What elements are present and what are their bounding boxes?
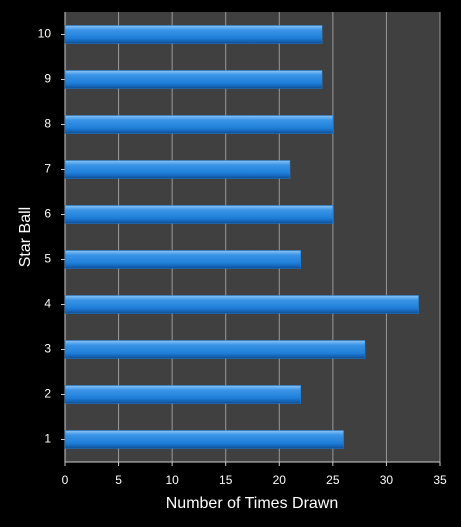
x-tick-label: 5 xyxy=(115,473,122,487)
bar xyxy=(64,205,334,224)
bar xyxy=(64,295,419,314)
x-tick-label: 30 xyxy=(380,473,394,487)
y-tick-label: 8 xyxy=(44,117,51,131)
y-tick-label: 10 xyxy=(38,27,52,41)
x-tick-label: 15 xyxy=(219,473,233,487)
y-tick-label: 7 xyxy=(44,162,51,176)
y-tick-label: 3 xyxy=(44,342,51,356)
bar xyxy=(64,430,344,449)
bar xyxy=(64,160,291,179)
bar xyxy=(64,340,366,359)
bar xyxy=(64,115,334,134)
x-tick-label: 35 xyxy=(433,473,447,487)
y-tick-label: 2 xyxy=(44,387,51,401)
bar xyxy=(64,250,301,269)
bar xyxy=(64,25,323,44)
bar xyxy=(64,70,323,89)
y-axis-title: Star Ball xyxy=(17,207,34,267)
x-tick-label: 0 xyxy=(62,473,69,487)
y-tick-label: 1 xyxy=(44,432,51,446)
bar xyxy=(64,385,301,404)
y-tick-label: 4 xyxy=(44,297,51,311)
x-tick-label: 10 xyxy=(165,473,179,487)
x-tick-label: 25 xyxy=(326,473,340,487)
x-axis-title: Number of Times Drawn xyxy=(166,495,339,512)
x-tick-label: 20 xyxy=(273,473,287,487)
y-tick-label: 9 xyxy=(44,72,51,86)
y-tick-label: 6 xyxy=(44,207,51,221)
y-tick-label: 5 xyxy=(44,252,51,266)
